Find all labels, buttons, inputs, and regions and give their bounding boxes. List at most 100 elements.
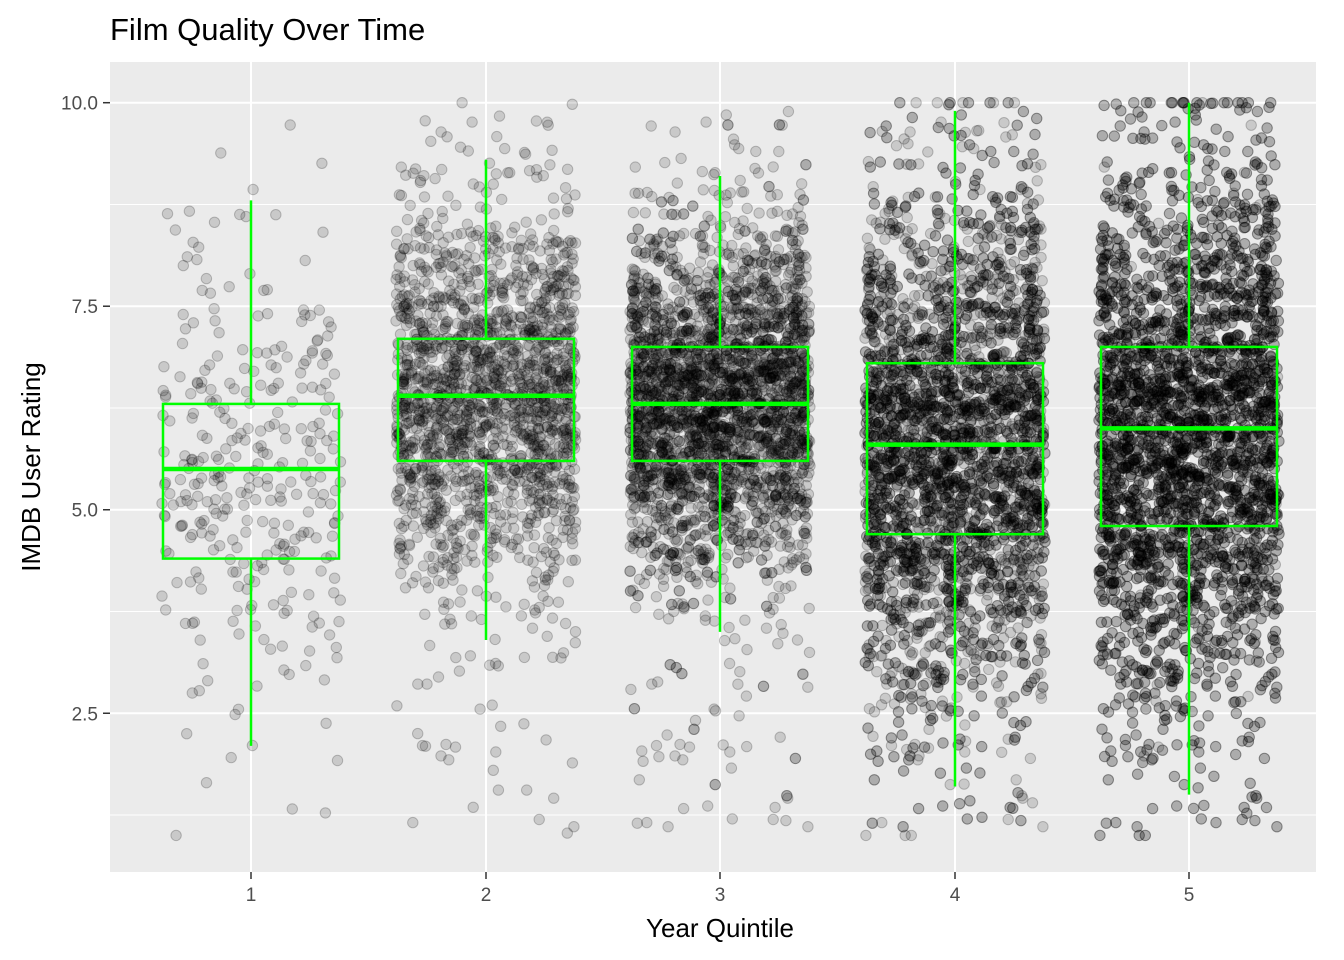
data-point: [192, 490, 204, 502]
data-point: [205, 383, 217, 396]
data-point: [307, 487, 319, 500]
data-point: [529, 440, 541, 452]
data-point: [528, 529, 541, 541]
data-point: [442, 598, 455, 610]
data-point: [441, 425, 453, 437]
data-point: [176, 520, 188, 532]
data-point: [732, 678, 744, 690]
data-point: [532, 401, 544, 413]
data-point: [202, 675, 214, 687]
data-point: [313, 617, 325, 629]
data-point: [498, 358, 511, 370]
data-point: [426, 323, 438, 335]
data-point: [508, 345, 520, 357]
data-point: [169, 224, 182, 236]
data-point: [419, 576, 432, 588]
data-point: [709, 167, 721, 179]
data-point: [700, 116, 712, 128]
data-point: [186, 454, 198, 466]
data-point: [741, 643, 753, 656]
data-point: [418, 439, 430, 451]
data-point: [252, 442, 264, 454]
data-point: [551, 427, 564, 440]
data-point: [288, 545, 301, 558]
data-point: [546, 409, 558, 422]
data-point: [286, 396, 298, 408]
data-point: [442, 529, 454, 541]
data-point: [773, 145, 785, 158]
data-point: [193, 572, 205, 584]
data-point: [704, 244, 716, 257]
data-point: [409, 358, 421, 370]
data-point: [803, 300, 816, 313]
data-point: [526, 622, 539, 634]
data-point: [333, 615, 345, 628]
data-point: [566, 757, 579, 769]
data-point: [278, 423, 291, 435]
data-point: [723, 657, 736, 670]
data-point: [774, 731, 786, 743]
data-point: [510, 533, 523, 545]
data-point: [187, 317, 200, 329]
data-point: [299, 309, 311, 321]
data-point: [272, 406, 284, 419]
data-point: [319, 807, 332, 819]
data-point: [297, 304, 310, 316]
data-point: [637, 755, 649, 767]
data-point: [492, 784, 505, 796]
data-point: [566, 554, 578, 567]
data-point: [158, 509, 171, 522]
data-point: [320, 377, 332, 390]
data-point: [281, 351, 293, 363]
data-point: [507, 506, 519, 518]
data-point: [406, 422, 419, 434]
data-point: [177, 259, 190, 272]
data-point: [204, 530, 216, 542]
data-point: [192, 377, 204, 390]
data-point: [235, 427, 247, 440]
data-point: [774, 540, 787, 552]
data-point: [564, 326, 576, 338]
data-point: [677, 802, 690, 815]
data-point: [399, 582, 412, 594]
data-point: [203, 359, 216, 371]
data-point: [761, 457, 773, 469]
data-point: [544, 290, 556, 302]
data-point: [543, 244, 556, 257]
data-point: [526, 575, 539, 587]
data-point: [545, 423, 557, 435]
data-point: [283, 668, 295, 681]
data-point: [569, 516, 582, 528]
data-point: [334, 476, 346, 488]
data-point: [402, 553, 414, 565]
data-point: [251, 560, 264, 572]
data-point: [426, 351, 438, 364]
data-point: [560, 428, 573, 440]
data-point: [432, 671, 445, 683]
data-point: [530, 164, 543, 176]
data-point: [533, 813, 545, 826]
data-point: [232, 703, 245, 715]
data-point: [220, 443, 232, 455]
data-point: [492, 230, 504, 243]
data-point: [568, 490, 581, 503]
data-point: [251, 680, 263, 692]
data-point: [443, 754, 455, 766]
data-point: [460, 341, 472, 353]
data-point: [444, 613, 456, 625]
data-point: [405, 499, 418, 511]
data-point: [569, 626, 582, 638]
data-point: [511, 266, 524, 278]
data-point: [492, 463, 504, 476]
data-point: [187, 407, 200, 420]
data-point: [299, 254, 311, 267]
data-point: [734, 666, 746, 678]
data-point: [314, 428, 326, 440]
data-point: [394, 543, 406, 555]
data-point: [487, 342, 499, 354]
data-point: [699, 610, 711, 622]
data-point: [241, 583, 253, 595]
data-point: [802, 821, 814, 833]
data-point: [326, 530, 339, 542]
data-point: [515, 288, 527, 300]
